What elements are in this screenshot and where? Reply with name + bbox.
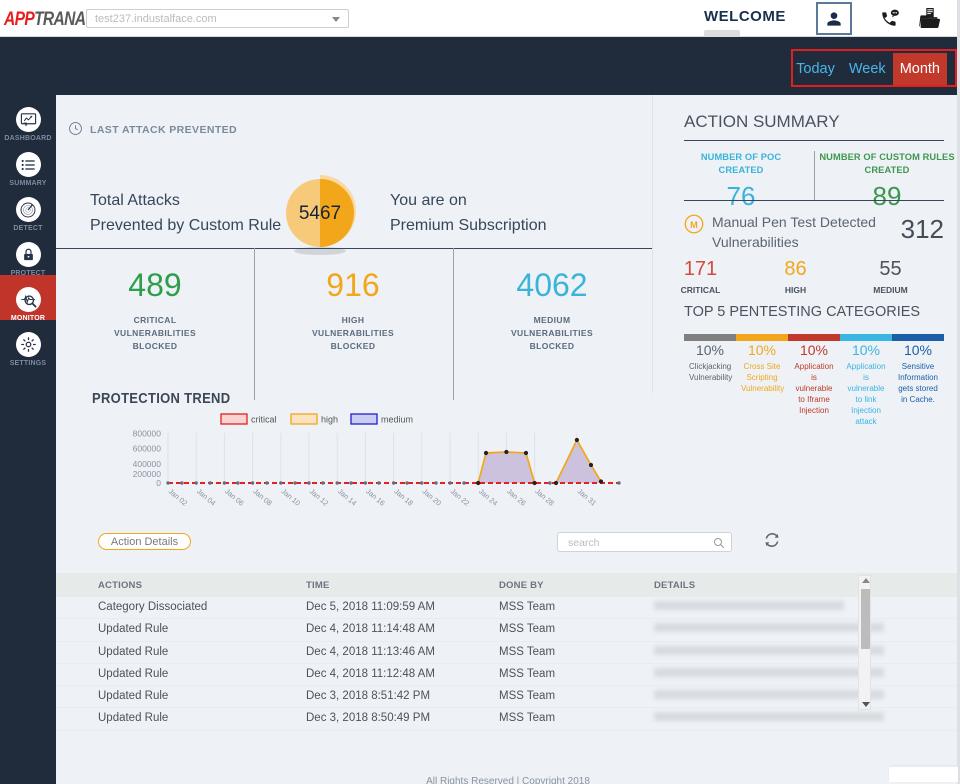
svg-text:600000: 600000 (133, 444, 162, 454)
svg-text:Jan 14: Jan 14 (336, 487, 359, 508)
svg-text:Jan 10: Jan 10 (280, 487, 303, 508)
svg-text:high: high (321, 415, 338, 425)
svg-text:Jan 28: Jan 28 (533, 487, 556, 508)
svg-text:Jan 31: Jan 31 (576, 487, 599, 508)
svg-text:Jan 08: Jan 08 (251, 487, 274, 508)
svg-text:Jan 16: Jan 16 (364, 487, 387, 508)
svg-text:Jan 12: Jan 12 (308, 487, 331, 508)
svg-text:0: 0 (156, 478, 161, 488)
svg-text:400000: 400000 (133, 459, 162, 469)
svg-text:Jan 20: Jan 20 (421, 487, 444, 508)
svg-text:M: M (690, 220, 698, 230)
svg-text:800000: 800000 (133, 428, 162, 438)
svg-text:critical: critical (251, 415, 277, 425)
svg-text:Jan 04: Jan 04 (195, 487, 218, 508)
svg-text:Jan 18: Jan 18 (392, 487, 415, 508)
svg-text:Jan 24: Jan 24 (477, 487, 500, 508)
svg-text:Jan 22: Jan 22 (449, 487, 472, 508)
svg-text:Jan 02: Jan 02 (167, 487, 190, 508)
svg-text:Jan 26: Jan 26 (505, 487, 528, 508)
svg-text:Jan 06: Jan 06 (223, 487, 246, 508)
svg-text:medium: medium (381, 415, 413, 425)
